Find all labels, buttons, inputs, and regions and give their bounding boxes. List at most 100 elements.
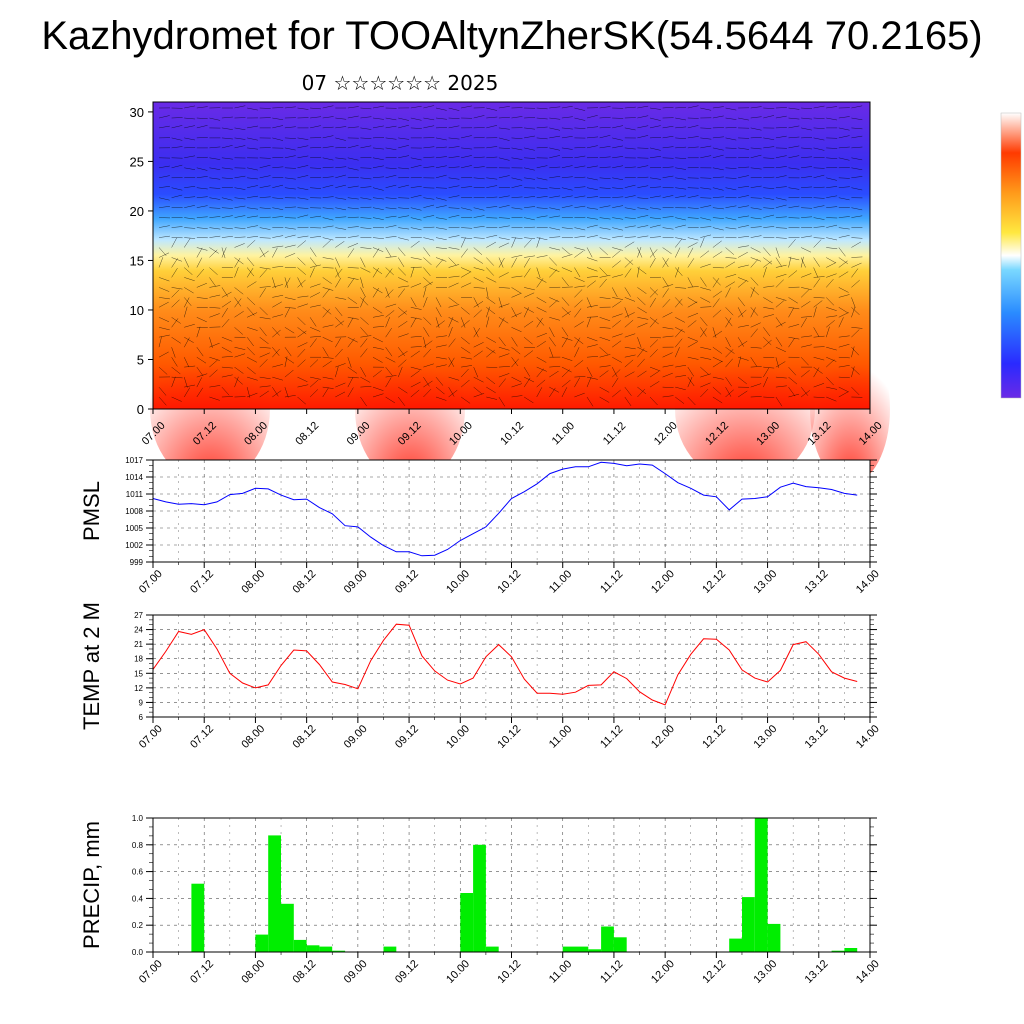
wind-barb <box>310 264 321 268</box>
wind-barb <box>813 306 817 318</box>
wind-barb <box>448 207 460 209</box>
wind-barb <box>851 105 863 109</box>
wind-barb <box>574 289 583 298</box>
wind-barb <box>372 165 384 169</box>
precip-bar <box>742 897 755 952</box>
wind-barb <box>473 350 483 358</box>
wind-barb <box>385 184 397 188</box>
wind-barb <box>347 157 359 161</box>
wind-barb <box>284 347 292 357</box>
wind-barb <box>775 361 786 368</box>
wind-barb <box>725 127 737 129</box>
wind-barb <box>549 207 561 211</box>
wind-barb <box>649 125 661 129</box>
wind-barb <box>498 106 510 109</box>
precip-bar <box>293 939 307 952</box>
wind-barb <box>171 164 183 169</box>
wind-barb <box>322 356 334 359</box>
wind-barb <box>221 396 233 398</box>
wind-barb <box>335 307 343 317</box>
wind-barb <box>322 184 334 188</box>
wind-barb <box>662 335 674 338</box>
y-tick-label: 1.0 <box>132 814 144 823</box>
wind-barb <box>234 197 246 200</box>
wind-barb <box>448 107 460 111</box>
wind-barb <box>700 197 712 199</box>
wind-barb <box>196 196 208 198</box>
wind-barb <box>851 329 860 338</box>
wind-barb <box>712 167 724 171</box>
wind-barb <box>826 386 838 390</box>
wind-barb <box>524 206 536 208</box>
wind-barb <box>851 146 863 149</box>
wind-barb <box>310 125 321 129</box>
wind-barb <box>385 256 397 258</box>
wind-barb <box>524 196 536 198</box>
wind-barb <box>448 297 458 305</box>
wind-barb <box>586 187 598 191</box>
wind-barb <box>624 386 632 396</box>
wind-barb <box>687 242 698 248</box>
wind-barb <box>586 217 598 220</box>
wind-barb <box>599 336 611 341</box>
precip-bar <box>601 926 614 952</box>
wind-barb <box>574 376 586 378</box>
wind-barb <box>486 257 494 266</box>
wind-barb <box>272 235 284 238</box>
wind-barb <box>410 335 422 338</box>
wind-barb <box>826 262 837 268</box>
wind-barb <box>511 237 517 248</box>
wind-barb <box>649 217 661 220</box>
wind-barb <box>322 288 330 298</box>
wind-barb <box>851 327 863 329</box>
wind-barb <box>259 175 271 179</box>
wind-barb <box>184 365 196 368</box>
wind-barb <box>637 247 642 258</box>
wind-barb <box>158 257 164 268</box>
wind-barb <box>788 336 800 340</box>
wind-barb <box>259 207 271 210</box>
wind-barb <box>498 396 506 407</box>
wind-barb <box>246 257 255 267</box>
wind-barb <box>171 187 183 191</box>
wind-barb <box>649 117 661 121</box>
wind-barb <box>410 307 422 310</box>
wind-barb <box>586 376 598 380</box>
wind-barb <box>435 364 447 368</box>
wind-barb <box>586 207 598 210</box>
wind-barb <box>838 146 850 149</box>
wind-barb <box>435 356 447 360</box>
wind-barb <box>423 281 434 288</box>
wind-barb <box>813 174 825 179</box>
wind-barb <box>158 287 170 292</box>
x-tick-label: 10.12 <box>495 568 523 596</box>
wind-barb <box>800 301 811 308</box>
x-tick-label: 11.00 <box>547 958 574 985</box>
wind-barb <box>838 247 846 257</box>
wind-barb <box>712 217 724 219</box>
wind-barb <box>410 370 420 378</box>
wind-barb <box>649 137 662 139</box>
wind-barb <box>498 257 505 268</box>
x-tick-label: 08.00 <box>239 958 267 986</box>
y-tick-label: 10 <box>130 303 144 318</box>
wind-barb <box>486 346 496 354</box>
wind-barb <box>461 155 472 159</box>
wind-barb <box>511 347 521 355</box>
wind-barb <box>460 267 472 273</box>
wind-barb <box>158 197 170 201</box>
wind-barb <box>448 247 460 250</box>
x-tick-label: 08.00 <box>239 568 267 596</box>
wind-barb <box>310 327 321 332</box>
wind-barb <box>234 105 246 109</box>
wind-barb <box>763 307 775 310</box>
wind-barb <box>687 320 697 328</box>
wind-barb <box>385 267 394 276</box>
wind-barb <box>272 314 283 318</box>
wind-barb <box>662 125 674 129</box>
wind-barb <box>775 186 787 188</box>
wind-barb <box>473 386 483 395</box>
wind-barb <box>586 366 593 377</box>
wind-barb <box>549 236 561 238</box>
